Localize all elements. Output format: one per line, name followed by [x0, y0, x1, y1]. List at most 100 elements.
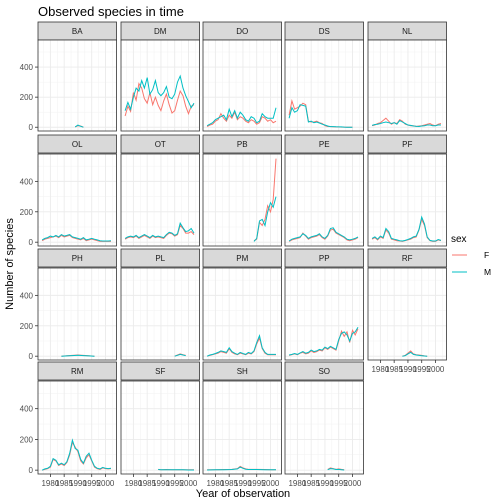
series-line-m	[371, 119, 441, 128]
panel-border	[367, 39, 447, 132]
legend-title: sex	[451, 234, 467, 245]
panel-background	[121, 381, 200, 474]
facet-strip-label: OL	[72, 140, 83, 149]
legend-label-f: F	[484, 250, 489, 260]
panel-border	[202, 39, 282, 132]
x-tick-label: 1980	[41, 479, 59, 488]
facet-strip	[284, 361, 364, 381]
panel-background	[203, 40, 282, 131]
y-tick-label: 0	[29, 466, 34, 475]
series-line-m	[158, 469, 194, 471]
facet-strip	[37, 361, 117, 381]
facet-strip	[37, 134, 117, 154]
x-tick-label: 2000	[344, 479, 362, 488]
facet-strip-label: DM	[154, 27, 167, 36]
facet-strip	[120, 248, 200, 268]
y-tick-label: 400	[20, 177, 34, 186]
panel-background	[203, 268, 282, 360]
x-axis-title: Year of observation	[196, 488, 290, 500]
facet-strip	[367, 134, 447, 154]
panel-border	[284, 267, 364, 361]
facet-strip	[120, 361, 200, 381]
series-line-m	[253, 196, 277, 242]
panel-ol: OL 0 200 400	[20, 134, 117, 247]
x-tick-label: 1995	[248, 479, 266, 488]
panel-border	[37, 39, 117, 132]
series-line-m	[206, 334, 276, 357]
panel-background	[38, 268, 117, 360]
x-tick-label: 1995	[83, 479, 101, 488]
facet-strip-label: OT	[155, 140, 166, 149]
panel-pf: PF	[367, 134, 447, 247]
facet-strip-label: PP	[319, 254, 330, 263]
facet-panels: BA 0 200 400 DM DO DS NL OL 0 200 400 OT PB PE PF PH 0 200…	[20, 21, 447, 488]
x-tick-label: 1980	[206, 479, 224, 488]
facet-strip-label: BA	[72, 27, 83, 36]
panel-border	[367, 153, 447, 247]
x-tick-label: 1985	[55, 479, 73, 488]
panel-background	[203, 381, 282, 474]
x-tick-label: 1995	[166, 479, 184, 488]
x-tick-label: 2000	[427, 365, 445, 374]
y-tick-label: 200	[20, 208, 34, 217]
y-tick-label: 0	[29, 238, 34, 247]
panel-background	[38, 154, 117, 246]
panel-pm: PM	[202, 248, 282, 361]
x-tick-label: 1980	[124, 479, 142, 488]
facet-strip-label: DO	[236, 27, 248, 36]
facet-strip-label: DS	[319, 27, 330, 36]
chart-title: Observed species in time	[38, 4, 184, 19]
panel-background	[368, 40, 447, 131]
series-line-f	[124, 224, 195, 240]
x-tick-label: 1980	[288, 479, 306, 488]
panel-border	[37, 267, 117, 361]
series-line-m	[288, 104, 353, 128]
x-tick-label: 1995	[330, 479, 348, 488]
series-line-m	[124, 74, 195, 111]
y-tick-label: 200	[20, 93, 34, 102]
series-line-m	[174, 353, 186, 357]
x-tick-label: 1990	[399, 365, 417, 374]
panel-background	[285, 154, 364, 246]
facet-strip	[202, 134, 282, 154]
facet-strip-label: PE	[319, 140, 330, 149]
panel-background	[121, 268, 200, 360]
facet-strip-label: PH	[72, 254, 83, 263]
series-line-f	[206, 110, 277, 127]
series-line-m	[402, 351, 428, 357]
facet-strip-label: SO	[318, 367, 330, 376]
y-tick-label: 0	[29, 123, 34, 132]
panel-border	[120, 380, 200, 475]
panel-border	[120, 153, 200, 247]
facet-strip	[284, 248, 364, 268]
y-tick-label: 0	[29, 352, 34, 361]
facet-strip	[202, 361, 282, 381]
x-tick-label: 1985	[220, 479, 238, 488]
panel-border	[202, 267, 282, 361]
facet-strip-label: PL	[155, 254, 165, 263]
panel-border	[37, 153, 117, 247]
series-line-m	[207, 466, 276, 471]
series-line-m	[288, 227, 359, 242]
panel-ds: DS	[284, 21, 364, 132]
panel-background	[285, 268, 364, 360]
x-tick-label: 1985	[138, 479, 156, 488]
facet-strip	[284, 134, 364, 154]
panel-dm: DM	[120, 21, 200, 132]
x-tick-label: 2000	[180, 479, 198, 488]
x-tick-label: 2000	[97, 479, 115, 488]
panel-border	[37, 380, 117, 475]
facet-strip-label: RF	[402, 254, 413, 263]
panel-border	[367, 267, 447, 361]
facet-strip-label: PB	[237, 140, 248, 149]
y-tick-label: 200	[20, 435, 34, 444]
panel-border	[120, 267, 200, 361]
facet-strip-label: SH	[237, 367, 248, 376]
x-tick-label: 1990	[152, 479, 170, 488]
x-tick-label: 1995	[413, 365, 431, 374]
legend-label-m: M	[484, 267, 491, 277]
panel-do: DO	[202, 21, 282, 132]
